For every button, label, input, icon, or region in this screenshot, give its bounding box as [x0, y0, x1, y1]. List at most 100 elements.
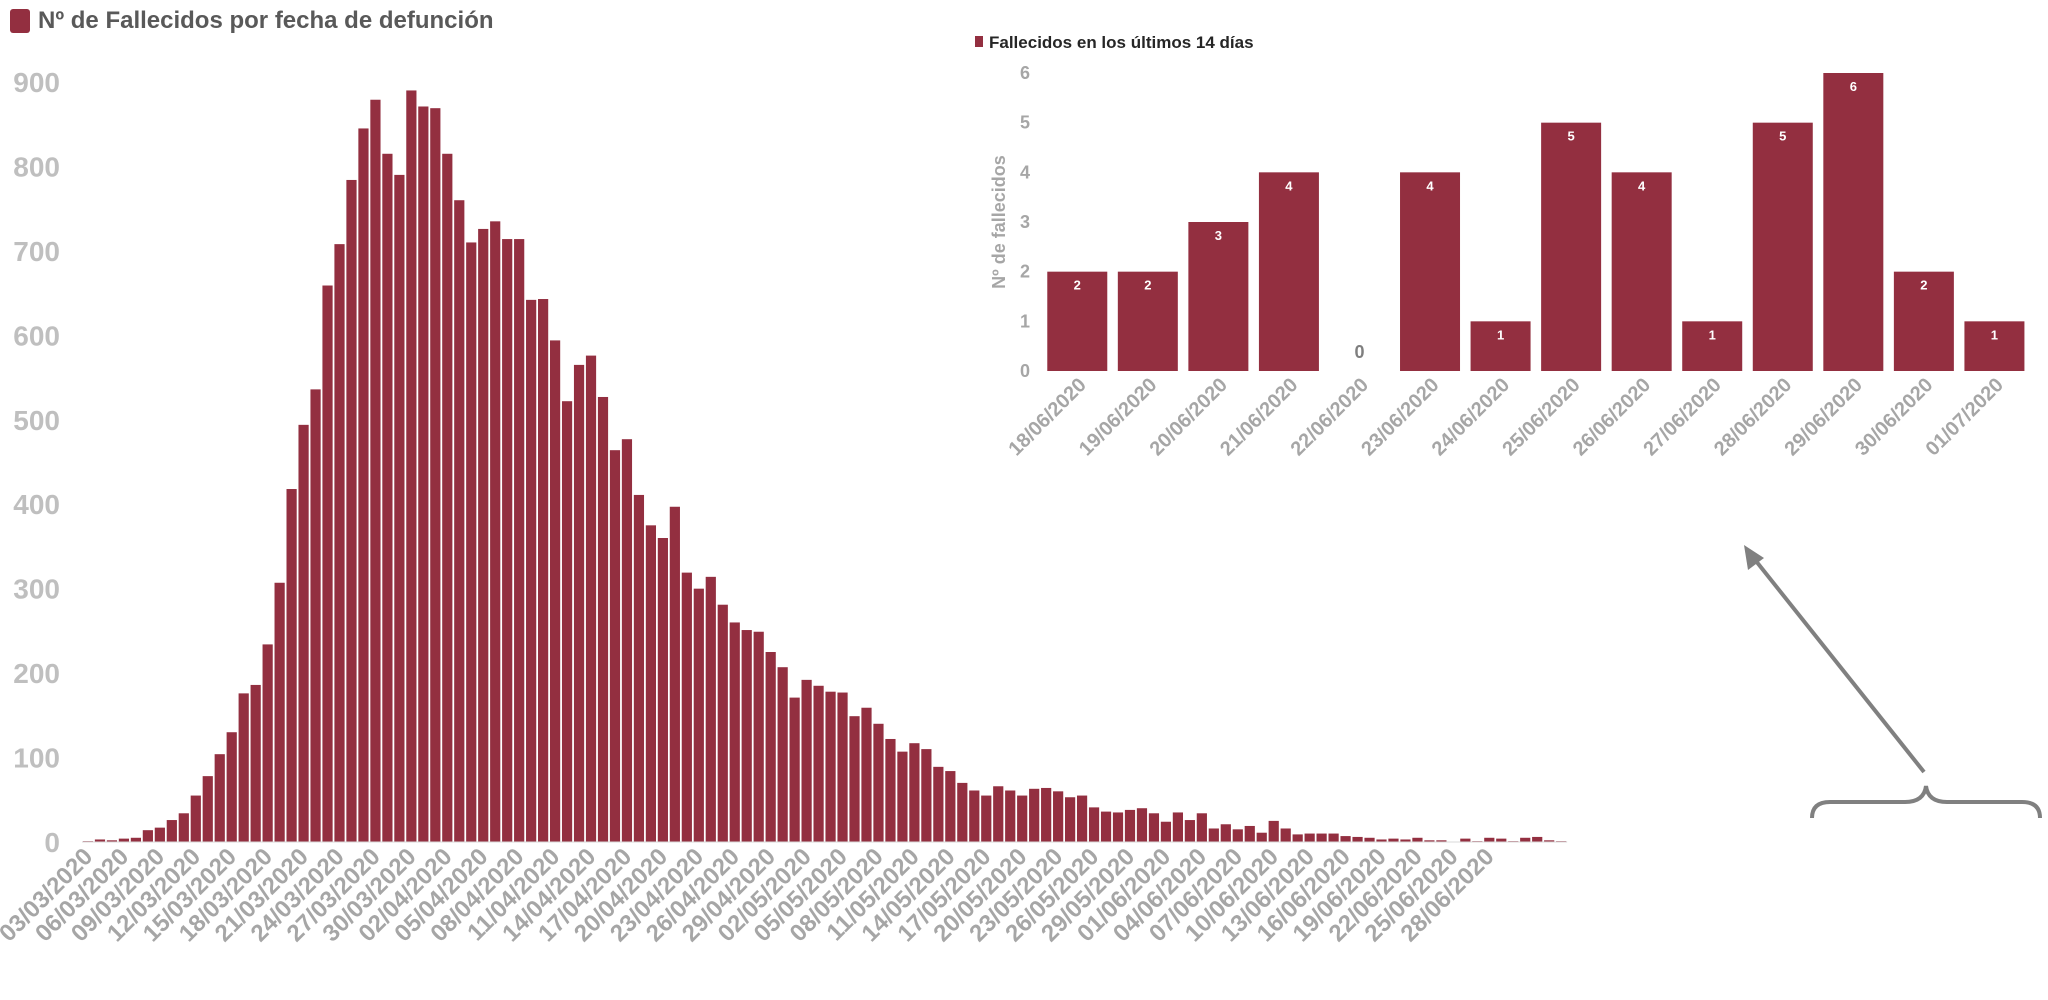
inset-data-label: 1 — [1497, 327, 1504, 342]
main-x-axis: 03/03/202006/03/202009/03/202012/03/2020… — [0, 843, 1500, 947]
main-bar — [1088, 807, 1100, 842]
main-bar — [1196, 813, 1207, 842]
inset-bar — [1964, 321, 2025, 371]
main-bar — [1292, 834, 1303, 842]
main-bar — [861, 707, 872, 842]
main-bar — [430, 108, 441, 842]
main-y-tick-label: 400 — [13, 489, 60, 520]
main-y-tick-label: 500 — [13, 405, 60, 436]
inset-data-label: 0 — [1354, 342, 1364, 362]
title-legend-swatch — [10, 9, 30, 33]
inset-data-label: 2 — [1920, 278, 1927, 293]
main-bar — [214, 754, 225, 842]
main-bar — [825, 691, 836, 842]
main-bar — [106, 840, 118, 842]
main-bar — [382, 153, 393, 842]
main-bar — [1424, 840, 1435, 842]
main-bar — [933, 766, 944, 842]
main-bar — [1005, 790, 1016, 842]
main-bar — [442, 153, 453, 842]
inset-data-label: 5 — [1568, 129, 1575, 144]
main-bar — [1328, 833, 1339, 842]
main-bar — [262, 644, 273, 842]
main-bar — [621, 439, 633, 842]
main-bar — [1029, 788, 1040, 842]
inset-bar — [1470, 321, 1531, 371]
main-bar — [454, 200, 465, 842]
main-bar — [238, 693, 249, 842]
main-bar — [633, 494, 645, 842]
main-bar — [1065, 797, 1076, 842]
main-bar — [1412, 837, 1423, 842]
inset-data-label: 2 — [1074, 278, 1081, 293]
main-bar — [478, 228, 489, 842]
main-bar — [561, 401, 573, 842]
main-bar — [1256, 832, 1267, 842]
main-bar — [1112, 812, 1124, 842]
inset-data-label: 4 — [1638, 178, 1646, 193]
main-bar — [286, 489, 297, 842]
inset-y-tick-label: 4 — [1020, 162, 1030, 182]
inset-bar — [1823, 73, 1884, 371]
last-14-days-chart: Fallecidos en los últimos 14 días Nº de … — [975, 33, 2025, 460]
main-chart-title-text: Nº de Fallecidos por fecha de defunción — [38, 7, 494, 34]
main-y-tick-label: 900 — [13, 67, 60, 98]
main-y-tick-label: 700 — [13, 236, 60, 267]
inset-y-label: Nº de fallecidos — [989, 155, 1009, 289]
inset-data-labels: 2 2 3 4 0 4 1 5 4 1 5 6 2 1 — [1074, 79, 1998, 362]
main-bar — [538, 299, 549, 842]
main-bar — [1172, 812, 1183, 842]
inset-data-label: 1 — [1991, 327, 1998, 342]
main-y-tick-label: 200 — [13, 658, 60, 689]
main-y-tick-label: 600 — [13, 320, 60, 351]
main-bar — [837, 692, 848, 842]
main-bar — [741, 630, 752, 842]
main-bar — [1184, 820, 1195, 842]
main-bar — [1041, 787, 1052, 842]
main-bar — [801, 679, 812, 842]
inset-y-tick-label: 0 — [1020, 361, 1030, 381]
main-bar — [1436, 840, 1447, 842]
main-bar — [885, 738, 896, 842]
main-bar — [1076, 795, 1088, 842]
main-bar — [250, 684, 261, 842]
main-bar — [813, 685, 824, 842]
main-bar — [1544, 840, 1555, 842]
inset-bar — [1682, 321, 1743, 371]
main-bar — [957, 782, 968, 842]
inset-bar — [1752, 122, 1813, 372]
main-bar — [1268, 820, 1279, 842]
main-bar — [609, 450, 621, 842]
main-bar — [94, 839, 106, 842]
main-y-tick-label: 0 — [44, 827, 60, 858]
main-bar — [178, 813, 189, 842]
main-bar — [1244, 825, 1255, 842]
inset-bar — [1541, 122, 1602, 372]
main-bar — [1388, 838, 1399, 842]
main-bar — [573, 364, 585, 842]
main-bar — [1520, 837, 1531, 842]
main-bar — [1220, 824, 1231, 842]
main-bar — [226, 732, 237, 842]
main-bar — [657, 538, 668, 842]
main-bar — [466, 242, 477, 842]
inset-bar — [1400, 172, 1461, 371]
main-bar — [1017, 795, 1028, 842]
main-bar — [1148, 813, 1160, 842]
main-bar — [502, 239, 513, 843]
main-bar — [1376, 839, 1387, 842]
main-bar — [993, 786, 1004, 842]
main-bar — [1280, 828, 1291, 842]
zoom-arrow — [1750, 554, 1926, 774]
main-bar — [945, 771, 956, 842]
main-bar — [1364, 837, 1375, 842]
main-bar — [370, 99, 381, 842]
main-bar — [202, 776, 213, 842]
inset-y-axis: 0 1 2 3 4 5 6 — [1020, 63, 1030, 381]
main-bar — [418, 106, 429, 842]
main-bar — [1136, 808, 1148, 842]
inset-data-label: 4 — [1285, 178, 1293, 193]
main-y-tick-label: 100 — [13, 743, 60, 774]
main-y-axis: 0 100 200 300 400 500 600 700 800 900 — [13, 67, 60, 858]
